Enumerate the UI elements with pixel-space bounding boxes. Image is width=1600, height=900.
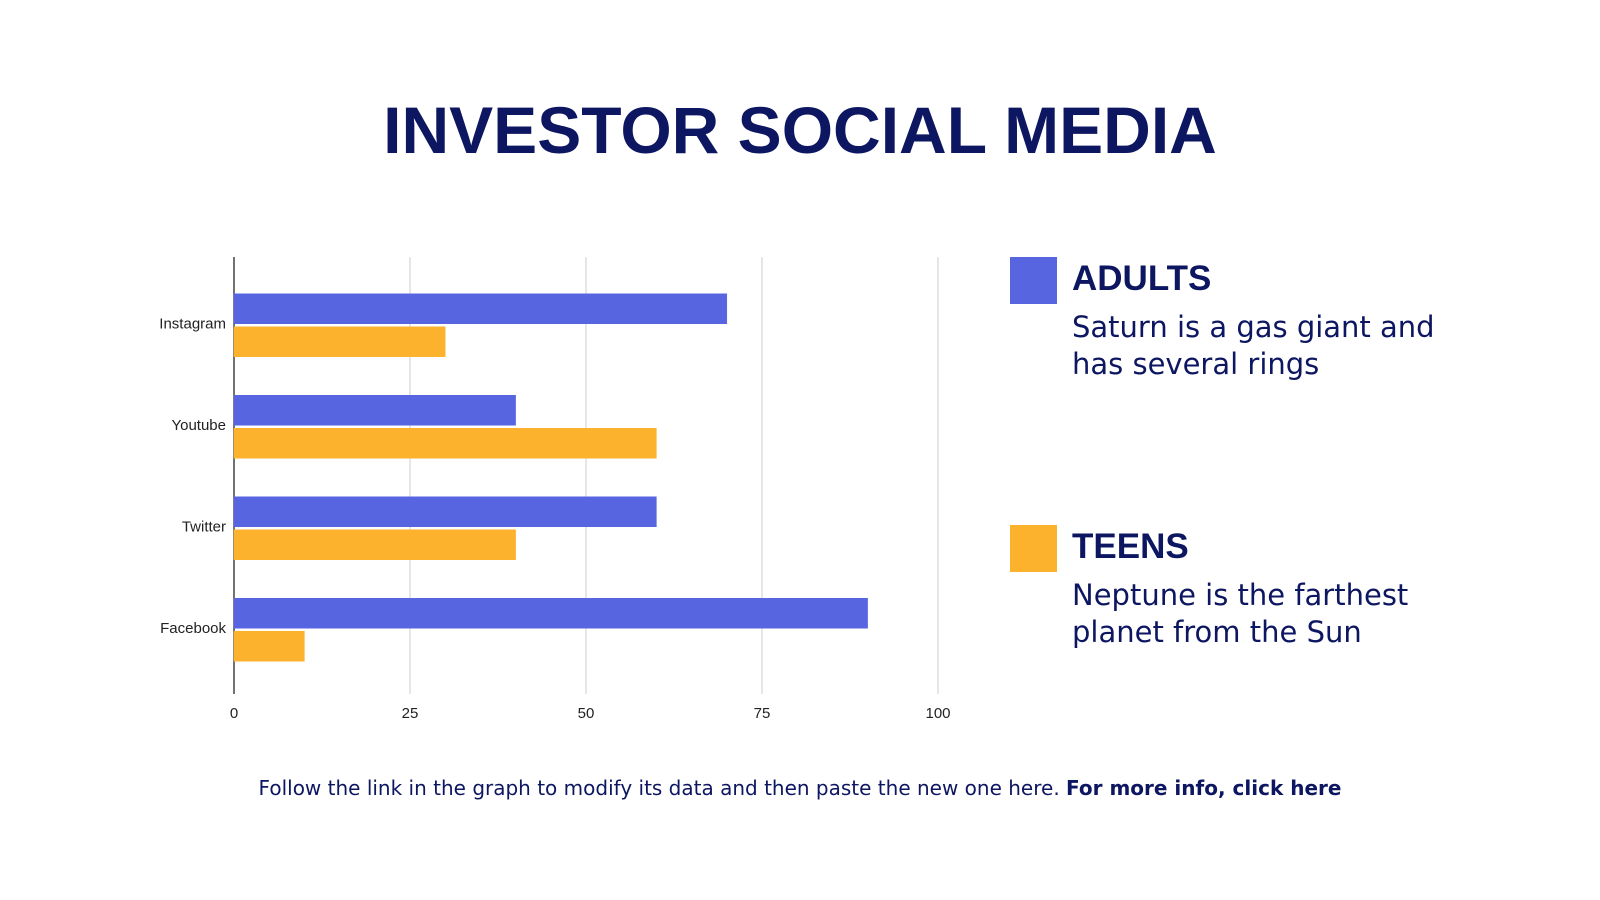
legend-swatch	[1010, 257, 1057, 304]
legend-description: Saturn is a gas giant and has several ri…	[1072, 310, 1435, 381]
x-tick-label: 100	[925, 705, 950, 722]
bar	[233, 293, 728, 324]
bar	[233, 395, 516, 426]
slide-title: INVESTOR SOCIAL MEDIA	[383, 93, 1217, 167]
legend-swatch	[1010, 525, 1057, 572]
legend-title: TEENS	[1072, 527, 1189, 566]
x-tick-label: 25	[402, 705, 419, 722]
footer-note: Follow the link in the graph to modify i…	[0, 776, 1600, 800]
y-tick-label: Instagram	[159, 316, 226, 333]
y-tick-label: Facebook	[160, 620, 226, 637]
legend-title: ADULTS	[1072, 259, 1212, 298]
x-tick-label: 0	[230, 705, 238, 722]
bar	[233, 529, 516, 560]
bar	[233, 326, 446, 357]
y-tick-label: Youtube	[171, 417, 226, 434]
bar	[233, 631, 305, 662]
x-tick-label: 75	[754, 705, 771, 722]
info-link[interactable]: For more info, click here	[1066, 776, 1342, 800]
x-tick-label: 50	[578, 705, 595, 722]
bar	[233, 428, 657, 459]
chart: 0 25 50 75 100 Instagram Youtube Twitter Faceboo…	[159, 257, 951, 722]
bar	[233, 496, 657, 527]
legend-description: Neptune is the farthest planet from the …	[1072, 578, 1409, 649]
bar	[233, 598, 868, 629]
y-tick-label: Twitter	[182, 519, 226, 536]
note-text: Follow the link in the graph to modify i…	[258, 776, 1060, 800]
